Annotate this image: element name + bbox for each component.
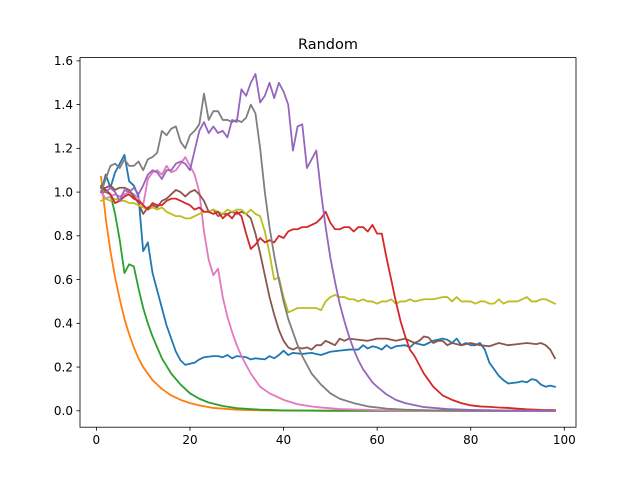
series-line-2 bbox=[99, 184, 556, 412]
x-tick-label: 40 bbox=[276, 433, 291, 447]
x-tick-label: 80 bbox=[463, 433, 478, 447]
series-line-3 bbox=[99, 154, 557, 388]
x-tick-label: 20 bbox=[182, 433, 197, 447]
series-line-5 bbox=[100, 184, 557, 360]
series-line-4 bbox=[99, 156, 556, 412]
y-tick-label: 1.6 bbox=[54, 54, 73, 68]
x-tick-label: 100 bbox=[553, 433, 576, 447]
plot-frame bbox=[79, 57, 577, 428]
series-line-7 bbox=[99, 186, 556, 412]
y-tick-label: 0.6 bbox=[54, 273, 73, 287]
series-layer bbox=[99, 73, 557, 412]
y-tick-label: 1.2 bbox=[54, 142, 73, 156]
y-tick-label: 1.4 bbox=[54, 98, 73, 112]
series-line-8 bbox=[99, 92, 556, 412]
series-line-9 bbox=[100, 73, 556, 412]
y-tick-label: 0.4 bbox=[54, 317, 73, 331]
y-tick-label: 0.0 bbox=[54, 404, 73, 418]
series-line-1 bbox=[100, 175, 556, 412]
y-tick-label: 0.8 bbox=[54, 229, 73, 243]
y-tick-label: 1.0 bbox=[54, 185, 73, 199]
series-line-6 bbox=[99, 197, 557, 314]
x-tick-label: 60 bbox=[369, 433, 384, 447]
axes-layer: 0 20 40 60 80 100 0.0 0.2 0.4 0.6 0.8 1.0 1.2 1.4 1.6 bbox=[54, 54, 577, 447]
y-tick-label: 0.2 bbox=[54, 360, 73, 374]
chart-title: Random bbox=[298, 37, 358, 53]
x-tick-label: 0 bbox=[93, 433, 101, 447]
